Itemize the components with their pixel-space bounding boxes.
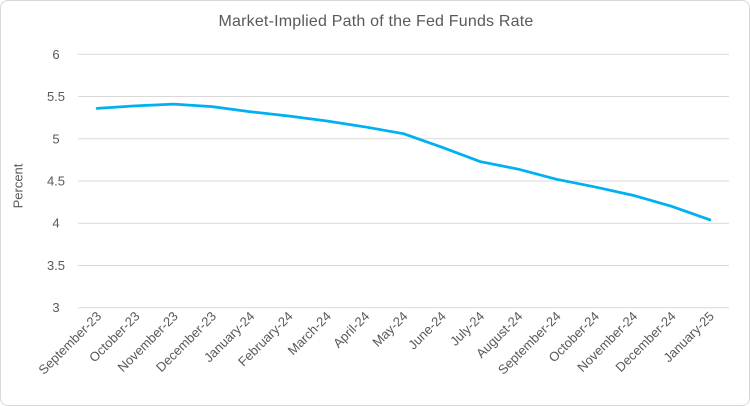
y-axis-tick-label: 6 xyxy=(52,47,59,62)
x-axis-tick-label: April-24 xyxy=(330,309,372,351)
x-axis-tick-label: May-24 xyxy=(369,309,410,350)
y-axis-tick-label: 4.5 xyxy=(47,174,65,189)
y-axis-tick-label: 3.5 xyxy=(47,258,65,273)
series-line xyxy=(95,102,712,222)
x-axis-tick-label: September-23 xyxy=(35,309,104,378)
chart-title: Market-Implied Path of the Fed Funds Rat… xyxy=(218,13,534,30)
y-axis-tick-label: 3 xyxy=(52,300,59,315)
y-axis-tick-label: 5 xyxy=(52,131,59,146)
y-axis-tick-label: 4 xyxy=(52,216,59,231)
y-axis-tick-label: 5.5 xyxy=(47,89,65,104)
x-axis-tick-label: June-24 xyxy=(405,309,449,353)
